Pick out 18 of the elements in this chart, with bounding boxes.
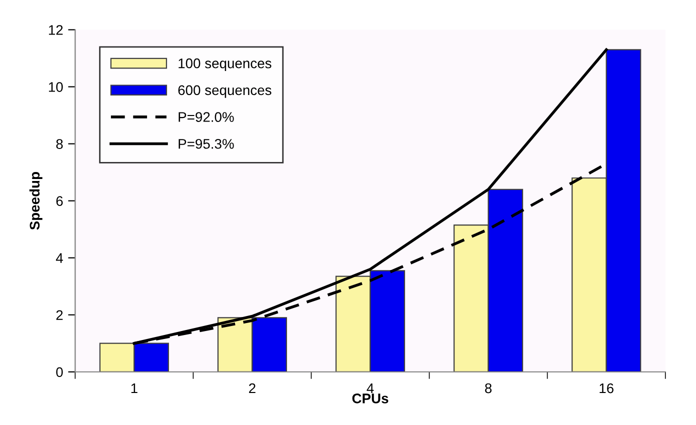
y-tick-label: 6 <box>56 196 63 206</box>
legend-label: 600 sequences <box>178 85 272 98</box>
y-tick-label: 8 <box>56 139 63 149</box>
y-tick-label: 10 <box>48 82 63 92</box>
x-tick-label: 4 <box>366 383 374 394</box>
y-tick-label: 0 <box>56 367 63 378</box>
legend-label: P=95.3% <box>178 138 234 149</box>
x-tick-label: 2 <box>249 383 256 394</box>
legend-label: 100 sequences <box>178 58 272 72</box>
y-tick-label: 12 <box>48 25 63 35</box>
y-tick-label: 2 <box>56 310 63 320</box>
y-axis-title: Speedup <box>29 172 42 230</box>
legend-label: P=92.0% <box>178 112 234 122</box>
x-axis-title: CPUs <box>352 394 388 404</box>
y-tick-label: 4 <box>56 253 63 263</box>
x-tick-label: 8 <box>485 383 492 394</box>
x-tick-label: 16 <box>600 383 614 394</box>
x-tick-label: 1 <box>131 383 138 394</box>
